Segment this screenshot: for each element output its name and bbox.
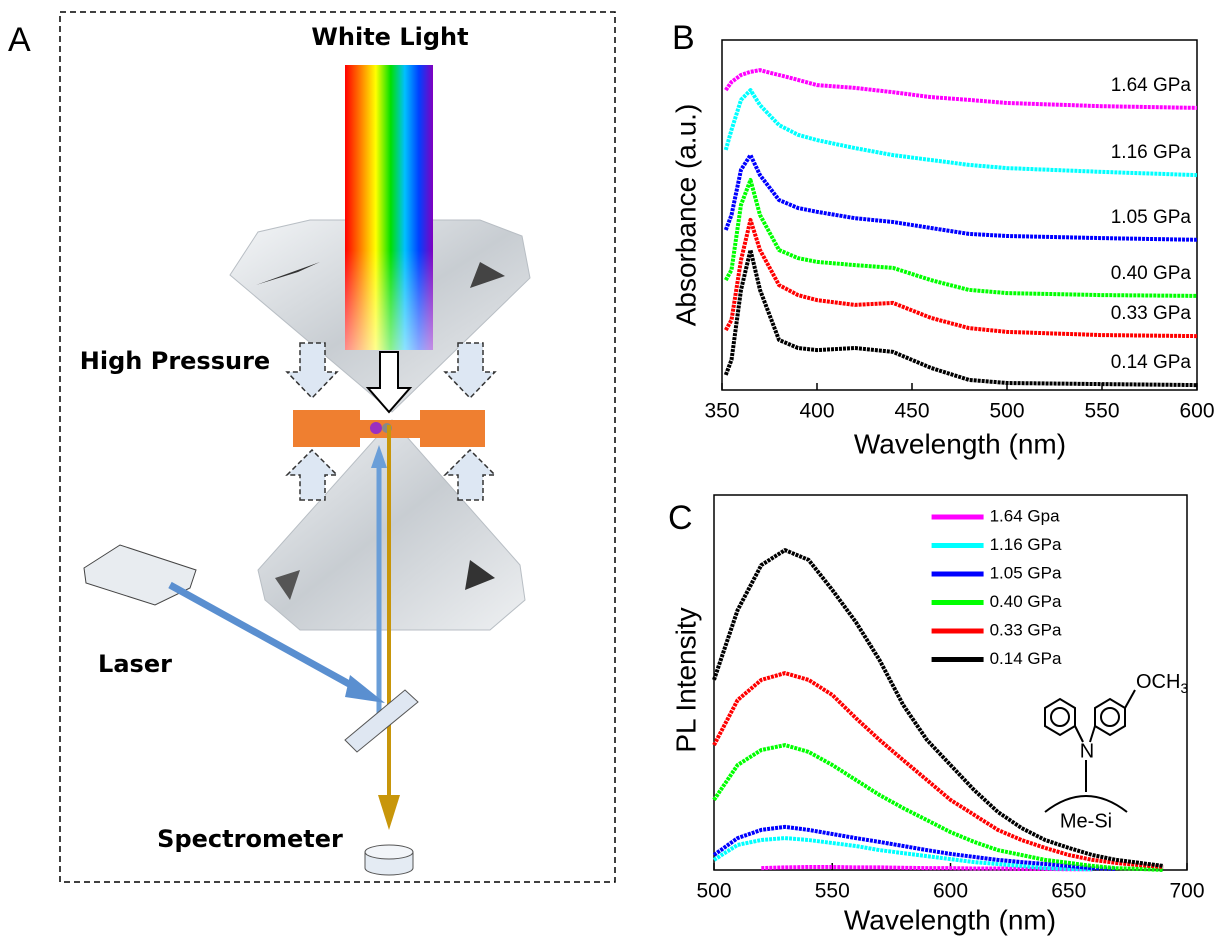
x-tick-label: 450 (894, 400, 929, 423)
y-axis-label: PL Intensity (670, 607, 701, 752)
page: {"panel_a": {"letter": "A", "white_light… (0, 0, 1217, 941)
label: White Light (311, 23, 468, 51)
series-label: 1.05 GPa (1111, 207, 1192, 228)
panel-letter: B (672, 19, 695, 57)
series-label: 0.14 GPa (1111, 352, 1192, 373)
label: High Pressure (80, 347, 270, 375)
figure: A White Light High Pressure Laser Sp (0, 0, 1217, 941)
x-axis-label: Wavelength (nm) (854, 428, 1066, 459)
series-line (761, 867, 1092, 869)
legend-label: 0.14 GPa (990, 649, 1062, 668)
x-tick-label: 500 (989, 400, 1024, 423)
x-tick-label: 700 (1169, 880, 1204, 903)
legend-label: 1.05 GPa (990, 563, 1062, 582)
legend-label: 0.33 GPa (990, 620, 1062, 639)
legend-label: 0.40 GPa (990, 592, 1062, 611)
x-tick-label: 650 (1051, 880, 1086, 903)
series-label: 1.16 GPa (1111, 142, 1192, 163)
x-tick-label: 350 (704, 400, 739, 423)
beam-arrowhead (378, 795, 400, 830)
y-axis-label: Absorbance (a.u.) (670, 104, 701, 327)
atom-label: N (1080, 740, 1094, 762)
laser-box (84, 545, 196, 605)
molecule-base: Me-Si (1060, 810, 1112, 832)
x-tick-label: 600 (933, 880, 968, 903)
lower-diamond (258, 420, 525, 630)
x-axis-label: Wavelength (nm) (844, 904, 1056, 935)
sample (370, 422, 382, 434)
series-line (714, 827, 1116, 869)
panel-letter: C (668, 499, 693, 537)
substituent-text: OCH (1136, 671, 1180, 693)
substituent: OCH3 (1136, 671, 1188, 695)
legend-label: 1.64 Gpa (990, 506, 1060, 525)
x-tick-label: 550 (1084, 400, 1119, 423)
x-tick-label: 500 (696, 880, 731, 903)
series-label: 0.40 GPa (1111, 263, 1192, 284)
label: Spectrometer (157, 825, 343, 853)
spectrometer-top (365, 845, 413, 859)
series-label: 1.64 GPa (1111, 75, 1192, 96)
panel-letter: A (8, 21, 31, 59)
beam-fade (345, 250, 433, 350)
label: Laser (98, 650, 172, 678)
x-tick-label: 400 (799, 400, 834, 423)
series-label: 0.33 GPa (1111, 303, 1192, 324)
x-tick-label: 550 (815, 880, 850, 903)
panel-a: A White Light High Pressure Laser Sp (8, 12, 615, 882)
x-tick-label: 600 (1179, 400, 1214, 423)
legend-label: 1.16 GPa (990, 535, 1062, 554)
